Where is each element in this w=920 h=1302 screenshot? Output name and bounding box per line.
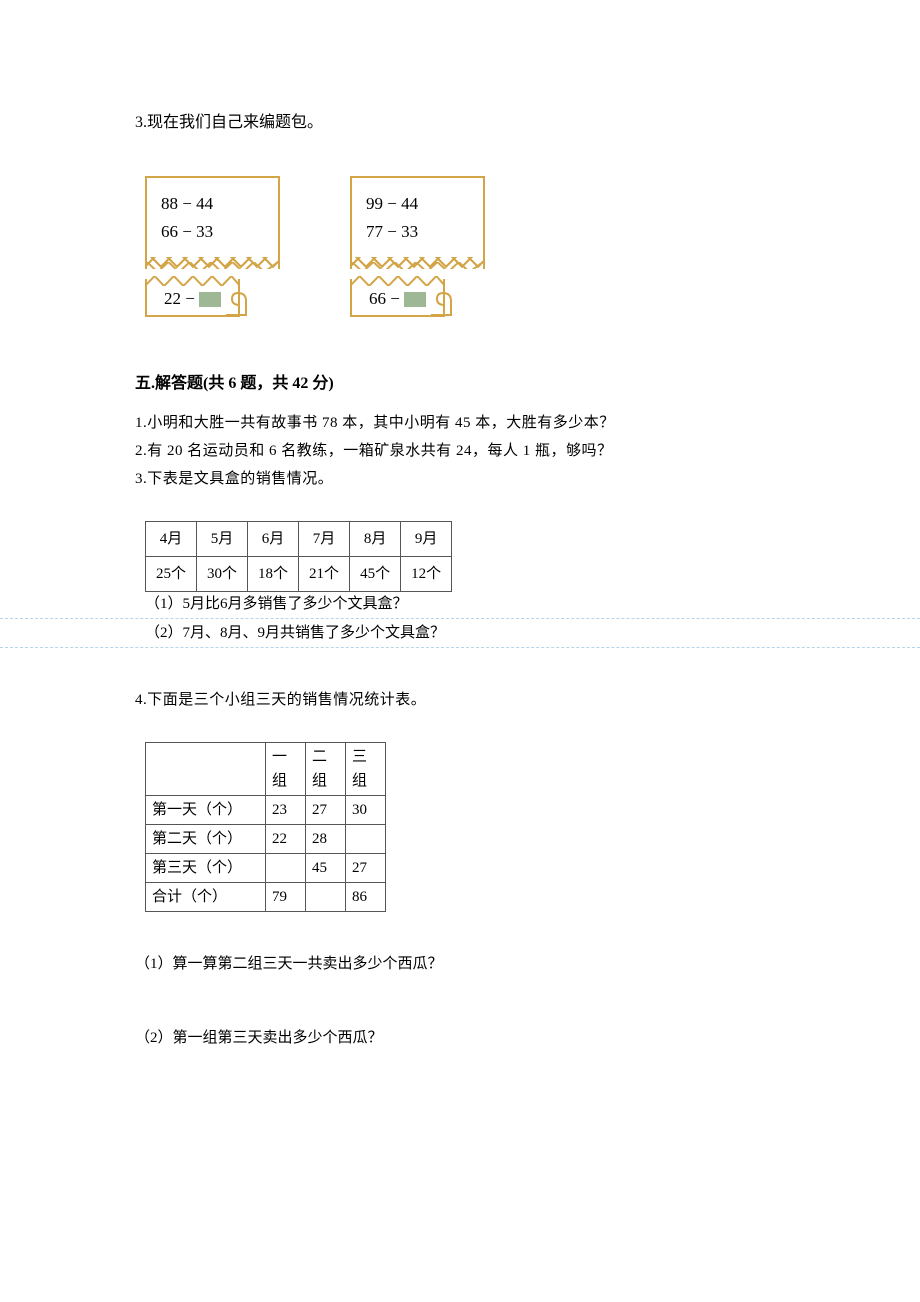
table-cell: 86 — [346, 882, 386, 911]
table-cell: 12个 — [401, 556, 452, 591]
blank-box — [199, 292, 221, 307]
ticket-1-upper: 88 − 44 66 − 33 — [145, 176, 280, 270]
ticket-1-line-2: 66 − 33 — [161, 218, 264, 247]
zigzag-icon — [350, 269, 445, 279]
table-cell: 三组 — [346, 742, 386, 795]
zigzag-icon — [147, 257, 278, 269]
ticket-2-lower-text: 66 − — [369, 285, 426, 314]
table-cell: 第三天（个） — [146, 853, 266, 882]
table-cell: 合计（个） — [146, 882, 266, 911]
table-cell — [346, 824, 386, 853]
ticket-1-line-1: 88 − 44 — [161, 190, 264, 219]
table-cell: 22 — [266, 824, 306, 853]
table-cell — [306, 882, 346, 911]
q4-sub2: （2）第一组第三天卖出多少个西瓜？ — [135, 1026, 785, 1050]
table-cell: 30 — [346, 795, 386, 824]
stats-table: 一组 二组 三组 第一天（个） 23 27 30 第二天（个） 22 28 第三… — [145, 742, 386, 912]
dashed-divider — [0, 647, 920, 648]
table-cell: 25个 — [146, 556, 197, 591]
q4-sub1: （1）算一算第二组三天一共卖出多少个西瓜？ — [135, 952, 785, 976]
ticket-row: 88 − 44 66 − 33 22 − — [145, 176, 785, 322]
dashed-divider — [0, 618, 920, 619]
table-cell: 28 — [306, 824, 346, 853]
blank-box — [404, 292, 426, 307]
table-cell: 23 — [266, 795, 306, 824]
table-cell: 第二天（个） — [146, 824, 266, 853]
table-cell: 第一天（个） — [146, 795, 266, 824]
table-row: 第二天（个） 22 28 — [146, 824, 386, 853]
table-cell: 79 — [266, 882, 306, 911]
table-row: 一组 二组 三组 — [146, 742, 386, 795]
table-cell — [266, 853, 306, 882]
table-cell: 7月 — [299, 521, 350, 556]
ticket-2-line-2: 77 − 33 — [366, 218, 469, 247]
table-cell: 二组 — [306, 742, 346, 795]
question-3: 3.下表是文具盒的销售情况。 — [135, 467, 785, 491]
question-2: 2.有 20 名运动员和 6 名教练，一箱矿泉水共有 24，每人 1 瓶，够吗？ — [135, 439, 785, 463]
table-cell: 8月 — [350, 521, 401, 556]
table-cell: 21个 — [299, 556, 350, 591]
q3-intro-text: 3.现在我们自己来编题包。 — [135, 110, 785, 136]
table-row: 合计（个） 79 86 — [146, 882, 386, 911]
ticket-2: 99 − 44 77 − 33 66 − — [350, 176, 485, 322]
table-cell: 一组 — [266, 742, 306, 795]
sales-table: 4月 5月 6月 7月 8月 9月 25个 30个 18个 21个 45个 12… — [145, 521, 452, 592]
ticket-2-upper: 99 − 44 77 − 33 — [350, 176, 485, 270]
table-cell: 45 — [306, 853, 346, 882]
ticket-1-lower-text: 22 − — [164, 285, 221, 314]
table-row: 第三天（个） 45 27 — [146, 853, 386, 882]
question-1: 1.小明和大胜一共有故事书 78 本，其中小明有 45 本，大胜有多少本？ — [135, 411, 785, 435]
ticket-2-lower: 66 − — [350, 279, 485, 321]
zigzag-icon — [145, 269, 240, 279]
table-cell: 9月 — [401, 521, 452, 556]
q3-sub2: （2）7月、8月、9月共销售了多少个文具盒？ — [145, 621, 785, 645]
curl-tail-icon — [431, 289, 463, 317]
ticket-1-lower: 22 − — [145, 279, 280, 321]
table-row: 4月 5月 6月 7月 8月 9月 — [146, 521, 452, 556]
question-4: 4.下面是三个小组三天的销售情况统计表。 — [135, 688, 785, 712]
table-cell: 4月 — [146, 521, 197, 556]
q3-sub1: （1）5月比6月多销售了多少个文具盒？ — [145, 592, 785, 616]
ticket-2-line-1: 99 − 44 — [366, 190, 469, 219]
curl-tail-icon — [226, 289, 258, 317]
table-cell: 30个 — [197, 556, 248, 591]
table-row: 25个 30个 18个 21个 45个 12个 — [146, 556, 452, 591]
ticket-1: 88 − 44 66 − 33 22 − — [145, 176, 280, 322]
table-cell: 18个 — [248, 556, 299, 591]
table-cell — [146, 742, 266, 795]
table-cell: 5月 — [197, 521, 248, 556]
table-cell: 6月 — [248, 521, 299, 556]
zigzag-icon — [352, 257, 483, 269]
table-cell: 27 — [306, 795, 346, 824]
table-cell: 27 — [346, 853, 386, 882]
table-cell: 45个 — [350, 556, 401, 591]
section-5-header: 五.解答题(共 6 题，共 42 分) — [135, 371, 785, 397]
table-row: 第一天（个） 23 27 30 — [146, 795, 386, 824]
